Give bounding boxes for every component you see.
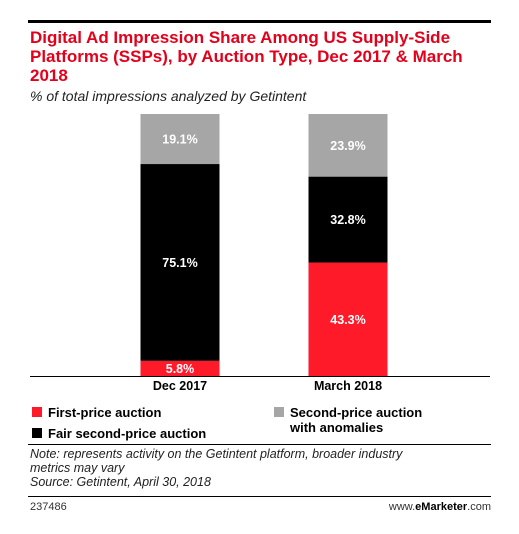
data-label: 75.1% xyxy=(162,256,197,270)
legend-label-fair-second-price: Fair second-price auction xyxy=(48,426,207,441)
bar-segment xyxy=(308,262,388,376)
brand-url: www.eMarketer.com xyxy=(389,501,491,513)
chart-subtitle: % of total impressions analyzed by Getin… xyxy=(30,88,307,104)
data-label: 32.8% xyxy=(330,213,365,227)
note-line-1: Note: represents activity on the Getinte… xyxy=(30,447,403,461)
note-line-2: metrics may vary xyxy=(30,461,125,475)
footer-rule xyxy=(28,496,491,497)
data-label: 19.1% xyxy=(162,133,197,147)
data-label: 5.8% xyxy=(166,362,195,376)
legend-label-first-price: First-price auction xyxy=(48,405,162,420)
brand-suffix: .com xyxy=(467,501,491,513)
chart-title: Digital Ad Impression Share Among US Sup… xyxy=(30,28,463,85)
brand-name: eMarketer xyxy=(415,501,468,513)
legend-swatch-first-price xyxy=(32,407,42,417)
data-label: 43.3% xyxy=(330,313,365,327)
data-label: 23.9% xyxy=(330,139,365,153)
top-rule xyxy=(28,20,491,23)
bar-segment xyxy=(308,176,388,263)
legend-label-anomalies-line2: with anomalies xyxy=(290,420,384,435)
source-line: Source: Getintent, April 30, 2018 xyxy=(30,475,211,489)
bar-segment xyxy=(140,164,220,361)
stacked-bar-chart: 5.8% 75.1% 19.1% Dec 2017 43.3% 32.8% 23.9% Mar… xyxy=(30,114,490,393)
bar-segment xyxy=(308,114,388,177)
category-label: Dec 2017 xyxy=(153,379,207,393)
chart-id: 237486 xyxy=(30,501,67,513)
bar-segment xyxy=(140,114,220,165)
legend-swatch-fair-second-price xyxy=(32,428,42,438)
legend-swatch-anomalies xyxy=(274,407,284,417)
brand-prefix: www. xyxy=(388,501,416,513)
chart-note: Note: represents activity on the Getinte… xyxy=(30,447,480,489)
legend-label-anomalies-line1: Second-price auction xyxy=(290,405,423,420)
category-label: March 2018 xyxy=(314,379,382,393)
legend-label-anomalies: Second-price auction with anomalies xyxy=(290,405,422,435)
bar-segment xyxy=(140,360,220,376)
note-rule xyxy=(28,444,491,445)
